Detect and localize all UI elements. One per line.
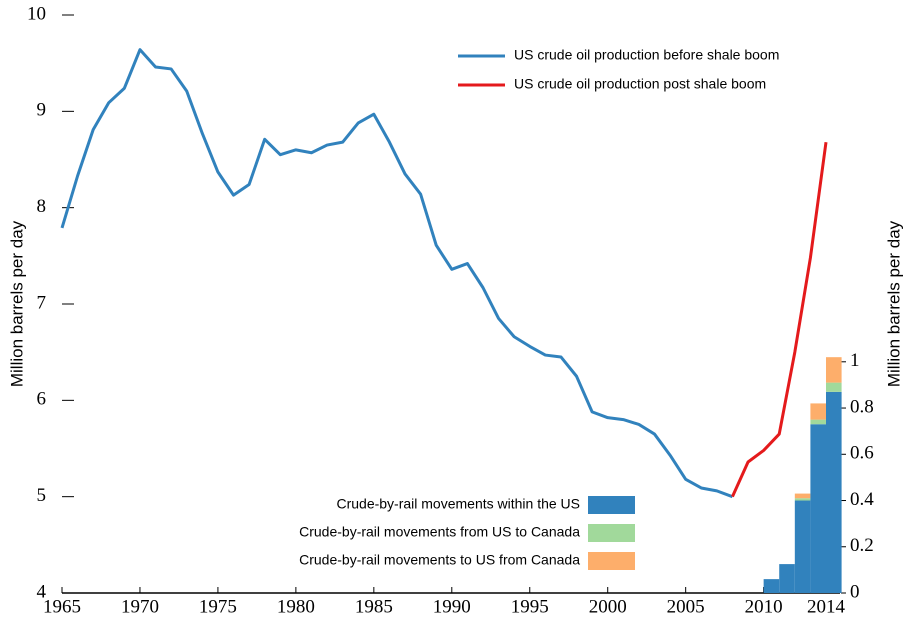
legend-label: Crude-by-rail movements within the US (336, 496, 580, 512)
bar (794, 498, 811, 501)
y-tick-label: 9 (37, 100, 47, 121)
bar (794, 500, 811, 593)
x-tick-label: 1990 (433, 596, 471, 617)
y-tick-label: 5 (37, 485, 47, 506)
x-tick-label: 2010 (745, 596, 783, 617)
bar (810, 424, 826, 593)
x-tick-label: 1985 (355, 596, 393, 617)
y2-tick-label: 1 (850, 350, 860, 371)
bar (794, 493, 811, 499)
bar (810, 403, 826, 420)
bar (826, 357, 842, 383)
y-axis-label: Million barrels per day (7, 220, 26, 387)
y2-axis-label: Million barrels per day (884, 220, 903, 387)
x-tick-label: 1965 (43, 596, 81, 617)
legend-swatch (588, 496, 635, 514)
legend-label: Crude-by-rail movements to US from Canad… (299, 552, 580, 568)
x-tick-label: 1970 (121, 596, 159, 617)
bar (810, 419, 826, 425)
bar (763, 579, 780, 593)
y-tick-label: 8 (37, 196, 47, 217)
bar (826, 391, 842, 593)
bar (826, 382, 842, 392)
legend-swatch (588, 524, 635, 542)
x-tick-label: 2014 (807, 596, 846, 617)
y2-tick-label: 0 (850, 581, 860, 602)
legend-swatch (588, 552, 635, 570)
y-tick-label: 7 (37, 292, 47, 313)
legend-label: US crude oil production post shale boom (514, 76, 766, 92)
y2-tick-label: 0.2 (850, 535, 874, 556)
y2-tick-label: 0.6 (850, 443, 874, 464)
line-series (60, 48, 733, 499)
y2-tick-label: 0.4 (850, 489, 874, 510)
y-tick-label: 10 (27, 3, 46, 24)
x-tick-label: 1975 (199, 596, 237, 617)
x-tick-label: 1980 (277, 596, 315, 617)
y-tick-label: 4 (37, 581, 47, 602)
x-tick-label: 1995 (511, 596, 549, 617)
legend-label: Crude-by-rail movements from US to Canad… (299, 524, 580, 540)
legend-label: US crude oil production before shale boo… (514, 47, 779, 63)
line-series (731, 141, 828, 498)
x-tick-label: 2000 (589, 596, 627, 617)
bar (779, 564, 795, 593)
x-tick-label: 2005 (667, 596, 705, 617)
y-tick-label: 6 (37, 389, 47, 410)
y2-tick-label: 0.8 (850, 396, 874, 417)
